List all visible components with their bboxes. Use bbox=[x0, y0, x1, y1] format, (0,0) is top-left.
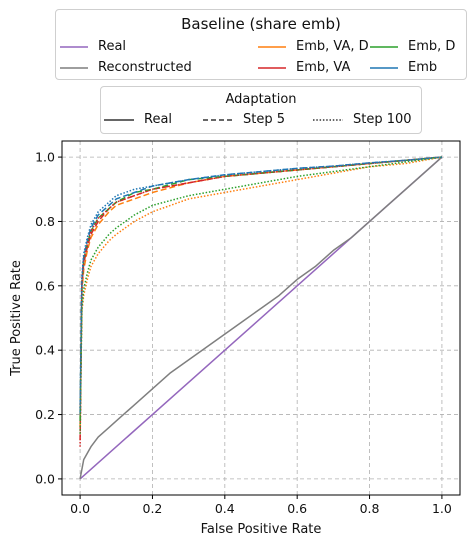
y-tick-label: 0.8 bbox=[35, 214, 55, 229]
legend-baseline-title: Baseline (share emb) bbox=[181, 15, 341, 33]
legend-swatch bbox=[60, 45, 88, 48]
y-axis-label: True Positive Rate bbox=[9, 260, 24, 377]
x-tick-label: 1.0 bbox=[432, 501, 452, 516]
legend-entry-baseline-5: Emb bbox=[370, 60, 437, 75]
series-line-9 bbox=[79, 156, 442, 409]
legend-entry-baseline-2: Emb, VA, D bbox=[258, 39, 369, 54]
legend-swatch bbox=[104, 118, 134, 121]
legend-swatch bbox=[60, 66, 88, 69]
grid bbox=[62, 141, 460, 495]
series-line-6 bbox=[79, 156, 443, 409]
x-axis-label: False Positive Rate bbox=[201, 522, 322, 537]
y-tick-label: 0.6 bbox=[35, 278, 55, 293]
legend-entry-baseline-3: Emb, VA bbox=[258, 60, 350, 75]
x-tick-label: 0.8 bbox=[360, 501, 380, 516]
y-tick-label: 0.2 bbox=[35, 407, 55, 422]
series-line-8 bbox=[79, 156, 443, 434]
legend-entry-label: Real bbox=[144, 112, 173, 127]
legend-entry-baseline-1: Reconstructed bbox=[60, 60, 192, 75]
series-line-3 bbox=[79, 156, 442, 441]
legend-entry-label: Step 5 bbox=[243, 112, 286, 127]
legend-adaptation-title: Adaptation bbox=[225, 92, 297, 107]
legend-entry-label: Real bbox=[98, 39, 127, 54]
x-tick-label: 0.4 bbox=[215, 501, 235, 516]
x-tick-label: 0.0 bbox=[70, 501, 90, 516]
legend-swatch bbox=[258, 66, 286, 69]
legend-swatch bbox=[258, 45, 286, 48]
legend-swatch bbox=[313, 118, 343, 121]
legend-entry-adaptation-2: Step 100 bbox=[313, 112, 412, 127]
y-tick-label: 1.0 bbox=[35, 150, 55, 165]
x-tick-label: 0.6 bbox=[287, 501, 307, 516]
y-tick-label: 0.4 bbox=[35, 343, 55, 358]
series-line-2 bbox=[79, 156, 442, 428]
legend-entry-baseline-0: Real bbox=[60, 39, 126, 54]
legend-entry-label: Emb, VA, D bbox=[296, 39, 369, 54]
legend-baseline: Baseline (share emb) Real Reconstructed Em… bbox=[55, 9, 467, 80]
legend-swatch bbox=[370, 45, 398, 48]
plot-area-frame bbox=[61, 140, 461, 496]
legend-swatch bbox=[203, 118, 233, 121]
legend-entry-label: Step 100 bbox=[353, 112, 412, 127]
series-line-4 bbox=[79, 156, 442, 421]
series-lines bbox=[79, 156, 443, 480]
legend-swatch bbox=[370, 66, 398, 69]
legend-adaptation: Adaptation Real Step 5 Step 100 bbox=[100, 86, 422, 134]
y-tick-label: 0.0 bbox=[35, 471, 55, 486]
legend-entry-adaptation-0: Real bbox=[104, 112, 172, 127]
legend-entry-adaptation-1: Step 5 bbox=[203, 112, 285, 127]
legend-entry-label: Emb, D bbox=[408, 39, 456, 54]
x-tick-label: 0.2 bbox=[143, 501, 163, 516]
series-line-7 bbox=[79, 156, 442, 447]
axis-ticks: 0.0 0.2 0.4 0.6 0.8 1.0 0.0 0.2 0.4 0.6 0.8 1.0 bbox=[35, 150, 452, 516]
series-line-1 bbox=[79, 156, 443, 480]
legend-entry-label: Emb bbox=[408, 60, 438, 75]
legend-entry-baseline-4: Emb, D bbox=[370, 39, 455, 54]
legend-entry-label: Emb, VA bbox=[296, 60, 351, 75]
legend-entry-label: Reconstructed bbox=[98, 60, 192, 75]
